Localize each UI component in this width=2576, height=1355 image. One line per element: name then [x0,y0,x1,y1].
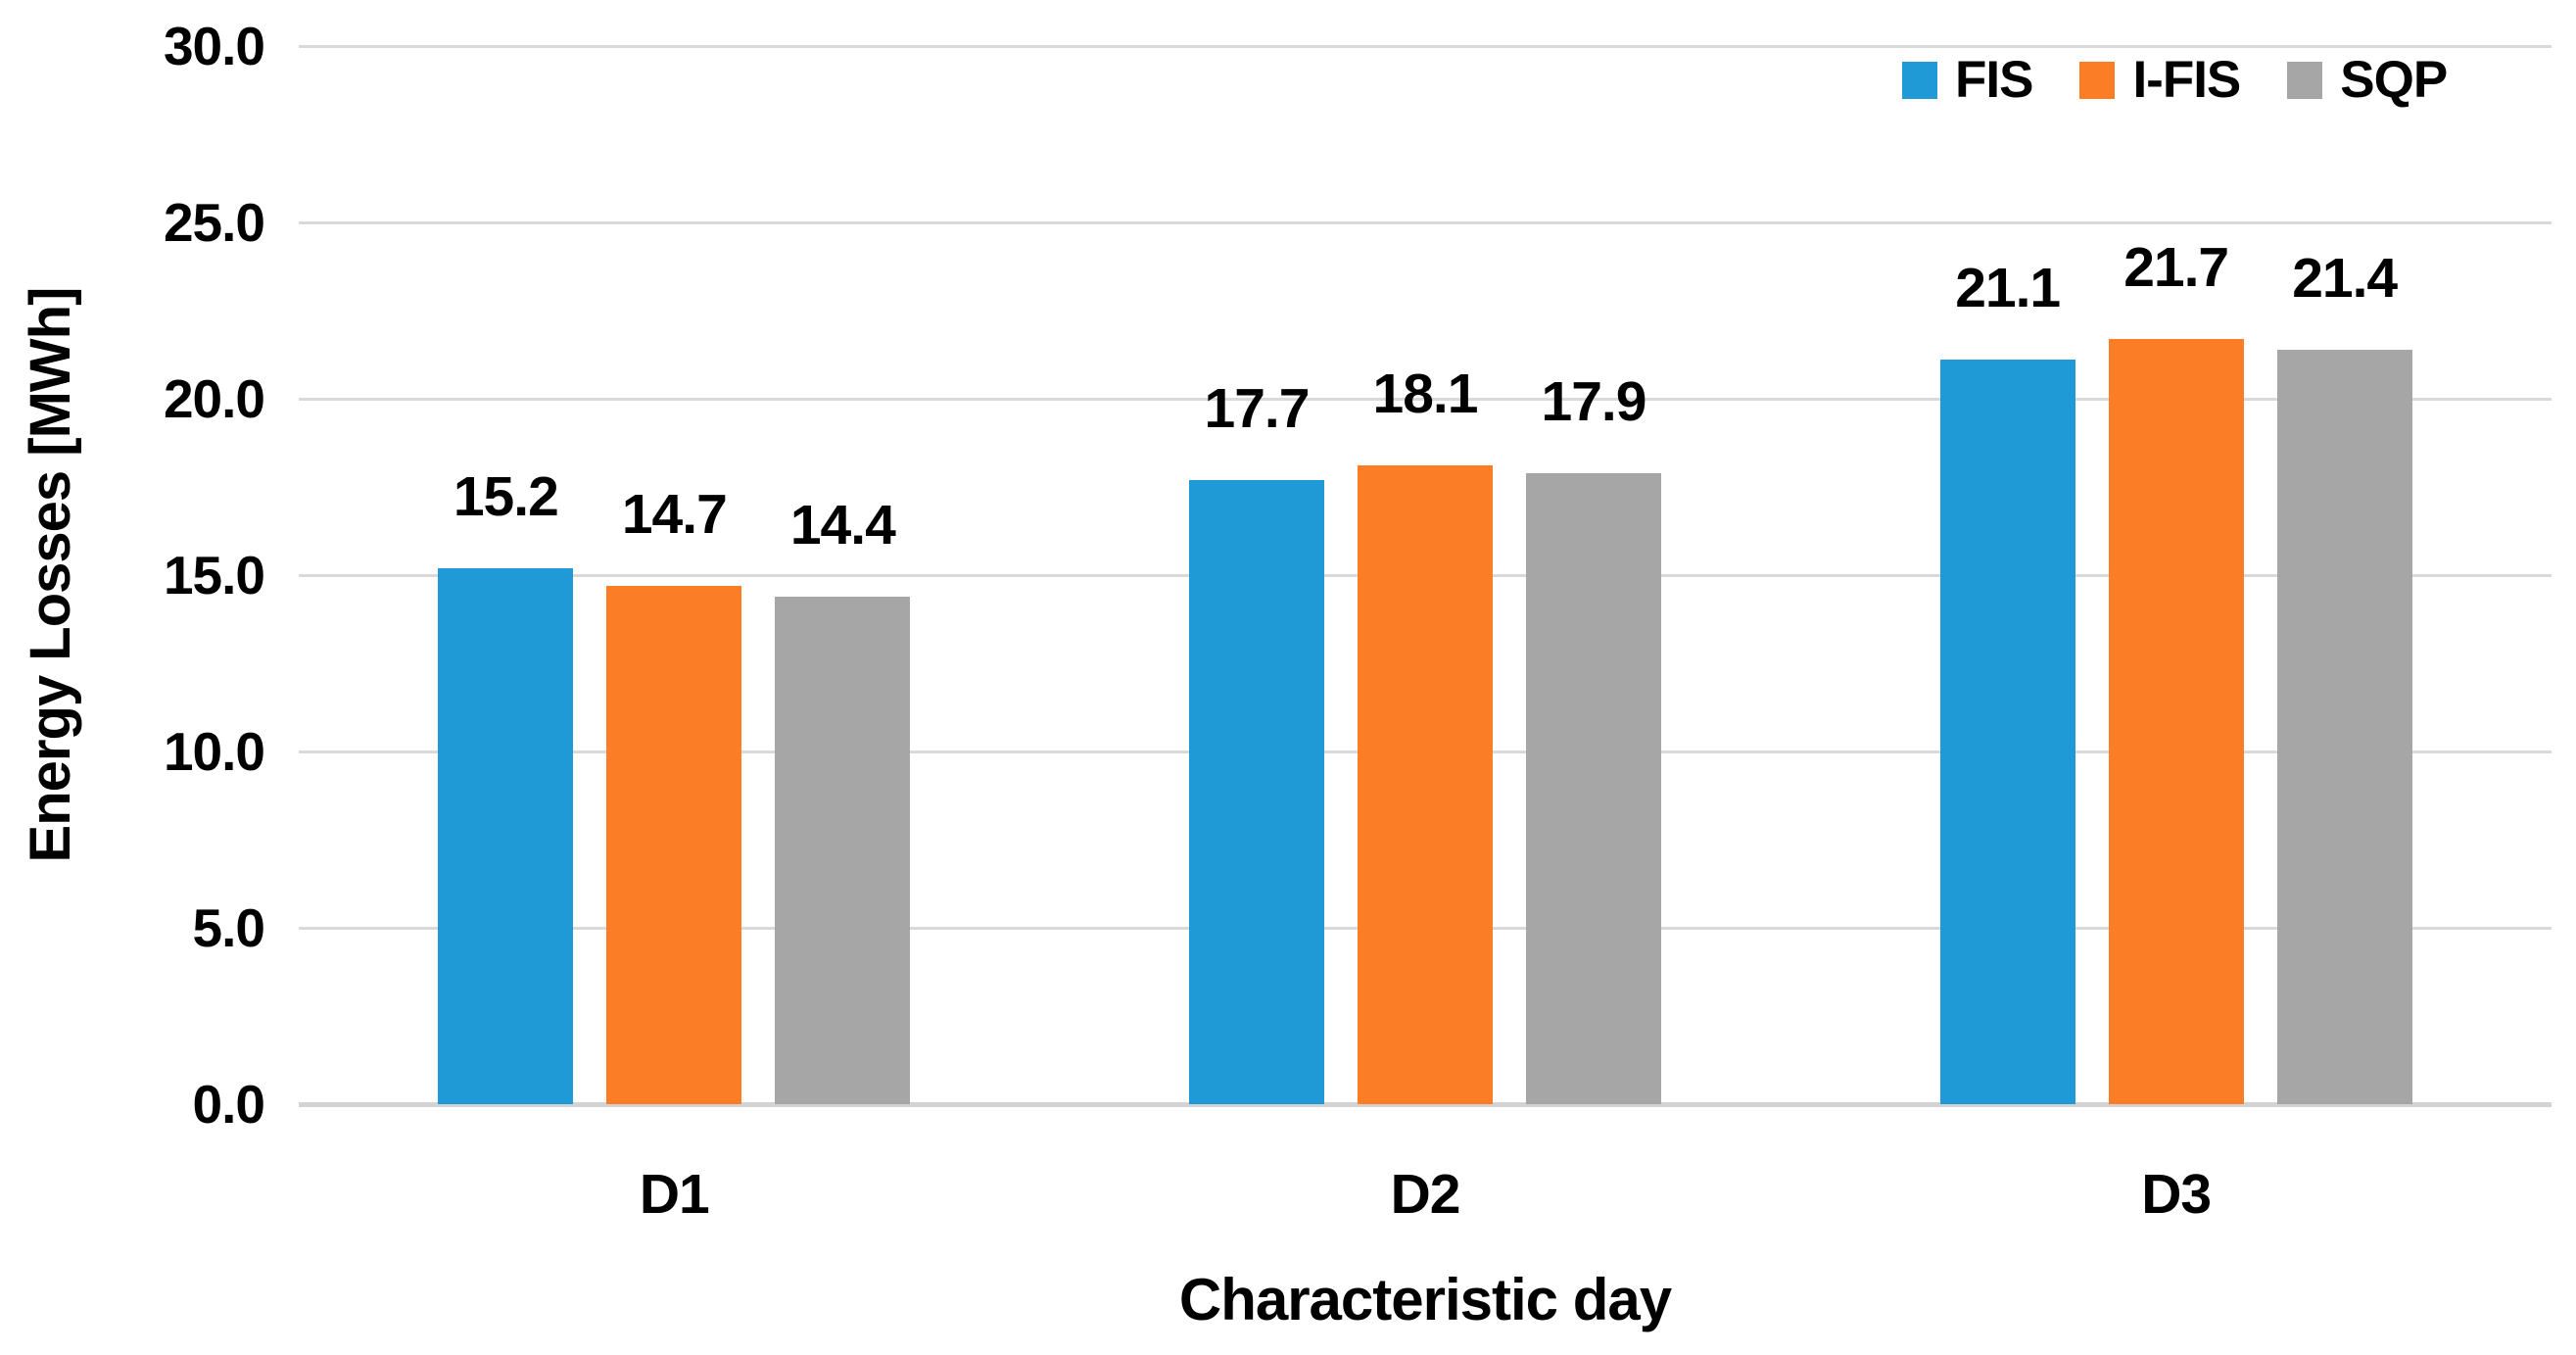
y-axis-tick-label: 15.0 [163,545,265,605]
bar-value-label: 21.4 [2292,246,2398,310]
x-axis-title: Characteristic day [1178,1267,1672,1332]
x-axis-line [299,1102,2552,1107]
legend: FIS I-FIS SQP [1902,51,2448,110]
legend-swatch [2079,62,2116,99]
legend-item: SQP [2287,51,2448,110]
bar-value-label: 18.1 [1372,363,1479,426]
bar-value-label: 21.1 [1955,257,2061,320]
y-axis-tick-label: 5.0 [192,897,265,958]
bar: 21.4 [2276,247,2412,1104]
bar: 18.1 [1358,363,1493,1104]
bar-group: 17.7 18.1 17.9 [1050,46,1801,1104]
bar-group: 15.2 14.7 14.4 [299,46,1050,1104]
bar-value-label: 17.9 [1541,369,1647,433]
category-label: D2 [1390,1163,1461,1226]
legend-label: I-FIS [2132,51,2241,109]
legend-item: FIS [1902,51,2033,110]
plot-area: 15.2 14.7 14.4 17.7 18.1 17.9 21.1 21.7 21.4 [299,45,2552,1107]
gridline [299,221,2552,224]
y-axis-tick-label: 10.0 [163,721,265,782]
bar: 21.1 [1939,257,2075,1104]
legend-swatch [1902,62,1937,99]
y-axis-tick-label: 20.0 [163,368,265,429]
bar: 15.2 [438,465,574,1104]
category-label: D3 [2141,1163,2212,1226]
bar: 14.4 [775,494,911,1104]
bar-value-label: 17.7 [1204,376,1311,440]
legend-item: I-FIS [2079,51,2241,110]
bar-value-label: 21.7 [2123,235,2229,299]
bar: 17.7 [1189,377,1324,1104]
bar-value-label: 14.4 [789,493,896,557]
gridline [299,45,2552,48]
legend-label: FIS [1955,51,2033,109]
x-axis-category-labels: D1 D2 D3 [299,1162,2552,1227]
y-axis-tick-label: 25.0 [163,192,265,253]
bar-group: 21.1 21.7 21.4 [1800,46,2552,1104]
legend-label: SQP [2340,51,2448,109]
bar: 14.7 [606,483,742,1104]
gridline [299,398,2552,401]
bar: 17.9 [1526,370,1661,1104]
category-label: D1 [639,1163,710,1226]
legend-swatch [2287,62,2323,99]
y-axis-tick-label: 30.0 [163,16,265,76]
bar: 21.7 [2108,236,2244,1104]
bar-value-label: 14.7 [621,482,728,546]
y-axis-tick-label: 0.0 [192,1074,265,1135]
bar-value-label: 15.2 [453,464,559,528]
